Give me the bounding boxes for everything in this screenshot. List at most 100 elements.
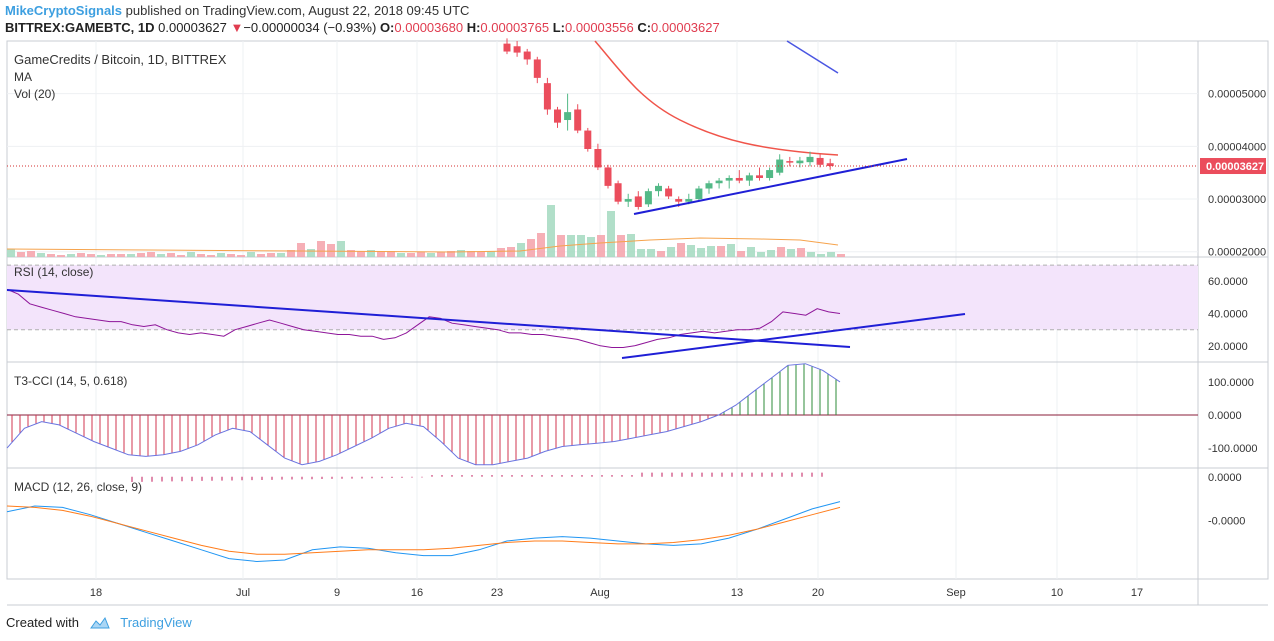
volume-bar (767, 250, 775, 257)
publish-header: MikeCryptoSignals published on TradingVi… (5, 3, 469, 18)
candle-body (554, 109, 561, 123)
price-tick-label: 0.00002000 (1208, 247, 1266, 259)
volume-bar (457, 250, 465, 257)
volume-bar (507, 247, 515, 257)
volume-bar (37, 253, 45, 257)
volume-bar (367, 250, 375, 257)
volume-bar (707, 246, 715, 257)
volume-bar (377, 251, 385, 257)
volume-bar (477, 252, 485, 257)
candle-body (503, 43, 511, 52)
candle-body (614, 183, 622, 202)
last-price: 0.00003627 (158, 20, 227, 35)
volume-bar (597, 235, 605, 257)
volume-bar (817, 254, 825, 257)
volume-bar (567, 235, 575, 257)
candle-body (786, 161, 794, 163)
rsi-line (6, 288, 841, 348)
macd-line (6, 501, 841, 563)
volume-bar (227, 254, 235, 257)
volume-bar (607, 211, 615, 257)
ma-slow-line (786, 40, 839, 74)
volume-bar (587, 237, 595, 257)
close-value: 0.00003627 (651, 20, 720, 35)
volume-bar (547, 205, 555, 257)
volume-bar (647, 249, 655, 257)
candle-body (543, 83, 551, 110)
volume-legend: Vol (20) (14, 87, 55, 101)
volume-bar (297, 243, 305, 257)
footer: Created with TradingView (6, 615, 192, 630)
x-tick-label: Sep (946, 587, 966, 599)
candle-body (796, 160, 804, 164)
author-link[interactable]: MikeCryptoSignals (5, 3, 123, 18)
volume-bar (187, 252, 195, 257)
candle-body (564, 112, 572, 121)
rsi-tick-label: 40.0000 (1208, 309, 1248, 321)
volume-bar (487, 251, 495, 257)
volume-bar (427, 253, 435, 257)
volume-bar (147, 252, 155, 257)
volume-bar (7, 249, 15, 257)
tradingview-brand-link[interactable]: TradingView (120, 615, 192, 630)
volume-bar (577, 235, 585, 257)
volume-bar (287, 250, 295, 257)
volume-bar (107, 254, 115, 257)
volume-bar (347, 250, 355, 257)
x-tick-label: 20 (812, 587, 824, 599)
rsi-support-trendline (621, 313, 966, 359)
x-tick-label: 17 (1131, 587, 1143, 599)
volume-bar (387, 251, 395, 257)
volume-bar (77, 253, 85, 257)
volume-bar (837, 254, 845, 257)
volume-bar (437, 252, 445, 257)
change-arrow-icon: ▼ (230, 20, 244, 35)
cci-tick-label: 100.0000 (1208, 377, 1254, 389)
volume-bar (57, 255, 65, 257)
tradingview-logo-icon (89, 616, 110, 629)
volume-bar (797, 248, 805, 257)
candle-body (634, 196, 642, 207)
x-tick-label: 10 (1051, 587, 1063, 599)
volume-bar (317, 241, 325, 257)
volume-bar (337, 241, 345, 257)
candle-body (624, 199, 632, 202)
volume-bar (247, 252, 255, 257)
volume-bar (117, 254, 125, 257)
x-tick-label: Aug (590, 587, 610, 599)
volume-bar (757, 252, 765, 257)
low-label: L: (552, 20, 566, 35)
volume-bar (97, 255, 105, 257)
candle-body (756, 175, 763, 178)
x-tick-label: 23 (491, 587, 503, 599)
volume-bar (667, 247, 675, 257)
volume-bar (717, 246, 725, 257)
macd-tick-label: -0.0000 (1208, 516, 1245, 528)
cci-tick-label: -100.0000 (1208, 443, 1258, 455)
x-tick-label: 9 (334, 587, 340, 599)
volume-bar (807, 252, 815, 257)
price-tick-label: 0.00005000 (1208, 89, 1266, 101)
candle-body (685, 199, 693, 202)
volume-bar (467, 251, 475, 257)
volume-bar (197, 254, 205, 257)
candle-body (705, 183, 713, 189)
candle-body (594, 149, 602, 168)
ma-fast-line (594, 40, 839, 156)
candle-body (513, 46, 521, 53)
x-tick-label: 13 (731, 587, 743, 599)
volume-bar (277, 253, 285, 257)
volume-bar (207, 255, 215, 257)
open-label: O: (379, 20, 395, 35)
volume-bar (307, 249, 315, 257)
volume-bar (17, 252, 25, 257)
candle-body (715, 180, 723, 184)
rsi-resistance-trendline (6, 289, 851, 348)
volume-bar (517, 243, 525, 257)
open-value: 0.00003680 (394, 20, 464, 35)
published-text: published on TradingView.com, August 22,… (125, 3, 470, 18)
volume-bar (27, 251, 35, 257)
rsi-tick-label: 60.0000 (1208, 276, 1248, 288)
volume-bar (47, 254, 55, 257)
